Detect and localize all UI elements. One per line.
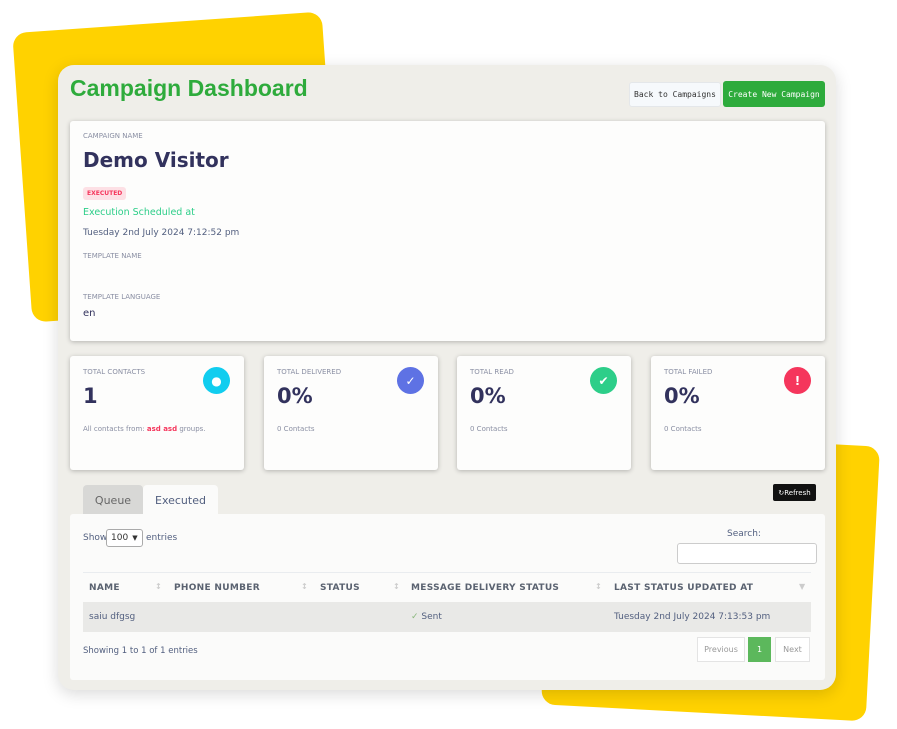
stat-value: 1	[83, 384, 98, 408]
user-icon: ●	[203, 367, 230, 394]
stat-card-delivered: TOTAL DELIVERED 0% 0 Contacts ✓	[264, 356, 438, 470]
column-name[interactable]: NAME	[89, 583, 120, 593]
double-check-icon: ✔	[590, 367, 617, 394]
cell-updated: Tuesday 2nd July 2024 7:13:53 pm	[614, 612, 771, 622]
page-title: Campaign Dashboard	[70, 75, 308, 101]
contacts-table-panel: Show 100 ▼ entries Search: NAME ↕ PHONE NU…	[70, 514, 825, 680]
stat-note: All contacts from: asd asd groups.	[83, 425, 206, 433]
stat-card-contacts: TOTAL CONTACTS 1 All contacts from: asd …	[70, 356, 244, 470]
sort-icon[interactable]: ↕	[155, 582, 163, 591]
template-name-label: TEMPLATE NAME	[83, 252, 142, 260]
dashboard-window: Campaign Dashboard Back to Campaigns Cre…	[58, 65, 836, 690]
search-label: Search:	[727, 529, 761, 539]
entries-select[interactable]: 100 ▼	[106, 529, 143, 547]
next-page-button[interactable]: Next	[775, 637, 810, 662]
sort-desc-icon[interactable]: ▼	[799, 582, 806, 591]
campaign-name-label: CAMPAIGN NAME	[83, 132, 143, 140]
column-delivery-status[interactable]: MESSAGE DELIVERY STATUS	[411, 583, 560, 593]
note-suffix: groups.	[177, 425, 206, 433]
group-names: asd asd	[146, 425, 178, 433]
alert-icon: !	[784, 367, 811, 394]
table-row: saiu dfgsg ✓ Sent Tuesday 2nd July 2024 …	[83, 602, 811, 632]
stat-note: 0 Contacts	[470, 425, 508, 433]
back-to-campaigns-button[interactable]: Back to Campaigns	[629, 82, 721, 107]
campaign-info-card: CAMPAIGN NAME Demo Visitor EXECUTED Exec…	[70, 121, 825, 341]
refresh-label: Refresh	[784, 488, 811, 497]
stat-value: 0%	[470, 384, 506, 408]
table-header: NAME ↕ PHONE NUMBER ↕ STATUS ↕ MESSAGE DELI…	[83, 572, 811, 602]
sort-icon[interactable]: ↕	[393, 582, 401, 591]
cell-delivery: ✓ Sent	[411, 612, 442, 622]
scheduled-at: Tuesday 2nd July 2024 7:12:52 pm	[83, 228, 240, 238]
create-new-campaign-button[interactable]: Create New Campaign	[723, 81, 825, 107]
refresh-button[interactable]: ↻ Refresh	[773, 484, 816, 501]
stat-label: TOTAL CONTACTS	[83, 368, 146, 376]
stat-card-read: TOTAL READ 0% 0 Contacts ✔	[457, 356, 631, 470]
campaign-name: Demo Visitor	[83, 148, 229, 172]
refresh-icon: ↻	[778, 488, 785, 497]
stat-label: TOTAL FAILED	[664, 368, 713, 376]
entries-label: entries	[146, 533, 178, 543]
column-last-updated[interactable]: LAST STATUS UPDATED AT	[614, 583, 754, 593]
template-language: en	[83, 308, 96, 319]
check-icon: ✓	[411, 612, 419, 622]
previous-page-button[interactable]: Previous	[697, 637, 745, 662]
check-icon: ✓	[397, 367, 424, 394]
stat-note: 0 Contacts	[664, 425, 702, 433]
note-prefix: All contacts from:	[83, 425, 147, 433]
scheduled-label: Execution Scheduled at	[83, 207, 195, 218]
page-1-button[interactable]: 1	[748, 637, 771, 662]
status-badge: EXECUTED	[83, 187, 127, 200]
stat-card-failed: TOTAL FAILED 0% 0 Contacts !	[651, 356, 825, 470]
template-language-label: TEMPLATE LANGUAGE	[83, 293, 161, 301]
cell-name: saiu dfgsg	[89, 612, 136, 622]
stat-label: TOTAL READ	[470, 368, 514, 376]
show-label: Show	[83, 533, 108, 543]
column-phone[interactable]: PHONE NUMBER	[174, 583, 260, 593]
search-input[interactable]	[677, 543, 817, 564]
table-info: Showing 1 to 1 of 1 entries	[83, 646, 198, 656]
stat-value: 0%	[277, 384, 313, 408]
stat-label: TOTAL DELIVERED	[277, 368, 342, 376]
chevron-down-icon: ▼	[132, 534, 138, 542]
column-status[interactable]: STATUS	[320, 583, 360, 593]
stat-note: 0 Contacts	[277, 425, 315, 433]
sort-icon[interactable]: ↕	[301, 582, 309, 591]
tab-queue[interactable]: Queue	[83, 485, 143, 515]
entries-value: 100	[111, 533, 129, 543]
delivery-text: Sent	[421, 612, 442, 622]
stat-value: 0%	[664, 384, 700, 408]
tab-executed[interactable]: Executed	[143, 485, 218, 515]
sort-icon[interactable]: ↕	[595, 582, 603, 591]
